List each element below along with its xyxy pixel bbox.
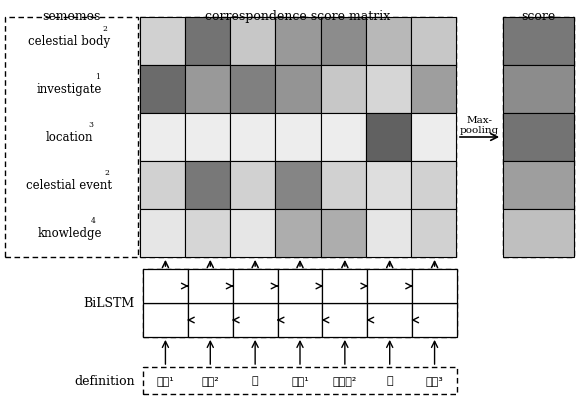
Bar [503, 66, 574, 114]
Bar [185, 66, 230, 114]
Bar [366, 209, 411, 257]
Bar [188, 303, 233, 337]
Bar [140, 209, 185, 257]
Text: 2: 2 [103, 25, 107, 33]
Text: sememes: sememes [42, 10, 101, 23]
Bar [140, 66, 185, 114]
Bar [321, 18, 366, 66]
Text: 观测¹: 观测¹ [157, 376, 175, 385]
Bar [321, 66, 366, 114]
Bar [411, 66, 456, 114]
Bar [276, 18, 321, 66]
Bar [321, 114, 366, 162]
Bar [278, 269, 322, 303]
Bar [185, 209, 230, 257]
Bar [321, 162, 366, 209]
Bar [185, 114, 230, 162]
Bar [143, 367, 457, 394]
Bar [230, 209, 276, 257]
Text: definition: definition [74, 374, 135, 387]
Bar [321, 209, 366, 257]
Text: 3: 3 [88, 121, 93, 129]
Bar [503, 162, 574, 209]
Bar [140, 18, 185, 66]
Text: correspondence score matrix: correspondence score matrix [205, 10, 390, 23]
Text: celestial body: celestial body [28, 35, 111, 49]
Text: BiLSTM: BiLSTM [84, 297, 135, 310]
Text: location: location [46, 131, 93, 144]
Bar [367, 269, 412, 303]
Text: knowledge: knowledge [37, 227, 102, 240]
Bar [503, 114, 574, 162]
Text: 4: 4 [90, 217, 96, 225]
Text: celestial event: celestial event [27, 179, 113, 192]
Bar [143, 303, 188, 337]
Bar [366, 114, 411, 162]
Bar [411, 18, 456, 66]
Bar [412, 303, 457, 337]
Text: 1: 1 [95, 73, 100, 81]
Bar [230, 18, 276, 66]
Bar [322, 269, 367, 303]
Text: 天体²: 天体² [201, 376, 219, 385]
Text: 机构³: 机构³ [426, 376, 444, 385]
Text: 的: 的 [386, 376, 393, 385]
Text: score: score [521, 10, 556, 23]
Bar [411, 162, 456, 209]
Bar [411, 209, 456, 257]
Bar [367, 303, 412, 337]
Bar [5, 18, 138, 257]
Bar [276, 66, 321, 114]
Bar [230, 162, 276, 209]
Bar [230, 66, 276, 114]
Bar [140, 162, 185, 209]
Bar [366, 162, 411, 209]
Bar [140, 18, 456, 257]
Bar [140, 114, 185, 162]
Bar [411, 114, 456, 162]
Text: 和: 和 [252, 376, 259, 385]
Bar [276, 209, 321, 257]
Bar [233, 269, 278, 303]
Text: 研究¹: 研究¹ [291, 376, 309, 385]
Bar [276, 114, 321, 162]
Bar [412, 269, 457, 303]
Bar [185, 18, 230, 66]
Bar [322, 303, 367, 337]
Bar [233, 303, 278, 337]
Bar [503, 18, 574, 66]
Bar [143, 269, 457, 337]
Text: investigate: investigate [37, 83, 102, 96]
Bar [188, 269, 233, 303]
Text: 2: 2 [105, 168, 110, 176]
Bar [185, 162, 230, 209]
Bar [276, 162, 321, 209]
Bar [143, 269, 188, 303]
Bar [503, 18, 574, 257]
Bar [230, 114, 276, 162]
Bar [366, 66, 411, 114]
Bar [278, 303, 322, 337]
Bar [366, 18, 411, 66]
Text: 天文学²: 天文学² [333, 376, 357, 385]
Text: Max-
pooling: Max- pooling [460, 115, 499, 135]
Bar [503, 209, 574, 257]
